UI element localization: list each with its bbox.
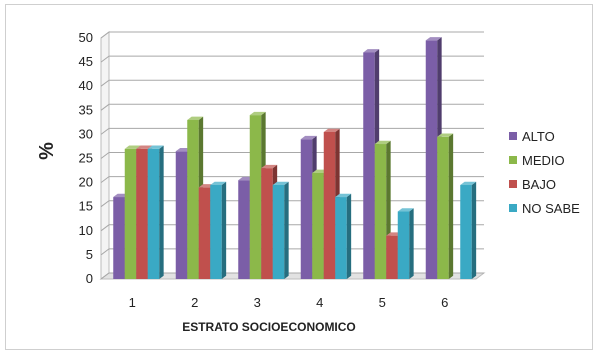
bar-no-sabe-2 [210, 181, 227, 279]
y-tick-labels: 0 5 10 15 20 25 30 35 40 45 50 [79, 30, 93, 286]
y-tick-label: 5 [86, 247, 93, 262]
x-tick-label: 5 [379, 295, 386, 310]
x-tick-label: 6 [441, 295, 448, 310]
y-axis-title: % [36, 142, 58, 160]
gridline [100, 200, 484, 208]
gridline [100, 248, 484, 256]
legend-item-bajo: BAJO [509, 177, 556, 192]
y-tick-label: 0 [86, 271, 93, 286]
y-tick-label: 50 [79, 30, 93, 45]
bar-no-sabe-6 [460, 181, 477, 279]
gridline [100, 79, 484, 87]
gridline [100, 103, 484, 111]
x-axis-title: ESTRATO SOCIOECONOMICO [182, 320, 356, 334]
x-tick-labels: 1 2 3 4 5 6 [129, 295, 449, 310]
y-tick-label: 20 [79, 175, 93, 190]
bar-no-sabe-4 [335, 193, 352, 279]
legend-label: MEDIO [522, 153, 565, 168]
gridline [100, 127, 484, 135]
legend-swatch [509, 132, 517, 140]
x-tick-label: 2 [191, 295, 198, 310]
legend: ALTO MEDIO BAJO NO SABE [509, 129, 580, 216]
legend-item-alto: ALTO [509, 129, 555, 144]
gridline [100, 55, 484, 63]
y-tick-label: 35 [79, 102, 93, 117]
y-tick-label: 40 [79, 78, 93, 93]
bars [113, 37, 477, 280]
gridline [100, 272, 484, 280]
legend-swatch [509, 204, 517, 212]
y-tick-label: 45 [79, 54, 93, 69]
bar-medio-6 [437, 133, 454, 279]
y-tick-label: 25 [79, 151, 93, 166]
y-tick-label: 10 [79, 223, 93, 238]
legend-label: BAJO [522, 177, 556, 192]
y-tick-label: 15 [79, 199, 93, 214]
x-tick-label: 3 [254, 295, 261, 310]
gridline [100, 224, 484, 232]
legend-swatch [509, 156, 517, 164]
x-tick-label: 4 [316, 295, 323, 310]
gridline [100, 152, 484, 159]
legend-item-no-sabe: NO SABE [509, 201, 580, 216]
legend-swatch [509, 180, 517, 188]
legend-label: NO SABE [522, 201, 580, 216]
bar-no-sabe-1 [147, 145, 164, 279]
gridline [100, 176, 484, 184]
bar-no-sabe-5 [397, 208, 414, 279]
x-tick-label: 1 [129, 295, 136, 310]
y-tick-label: 30 [79, 126, 93, 141]
legend-label: ALTO [522, 129, 555, 144]
bar-no-sabe-3 [272, 181, 289, 279]
gridline [100, 31, 484, 39]
legend-item-medio: MEDIO [509, 153, 565, 168]
